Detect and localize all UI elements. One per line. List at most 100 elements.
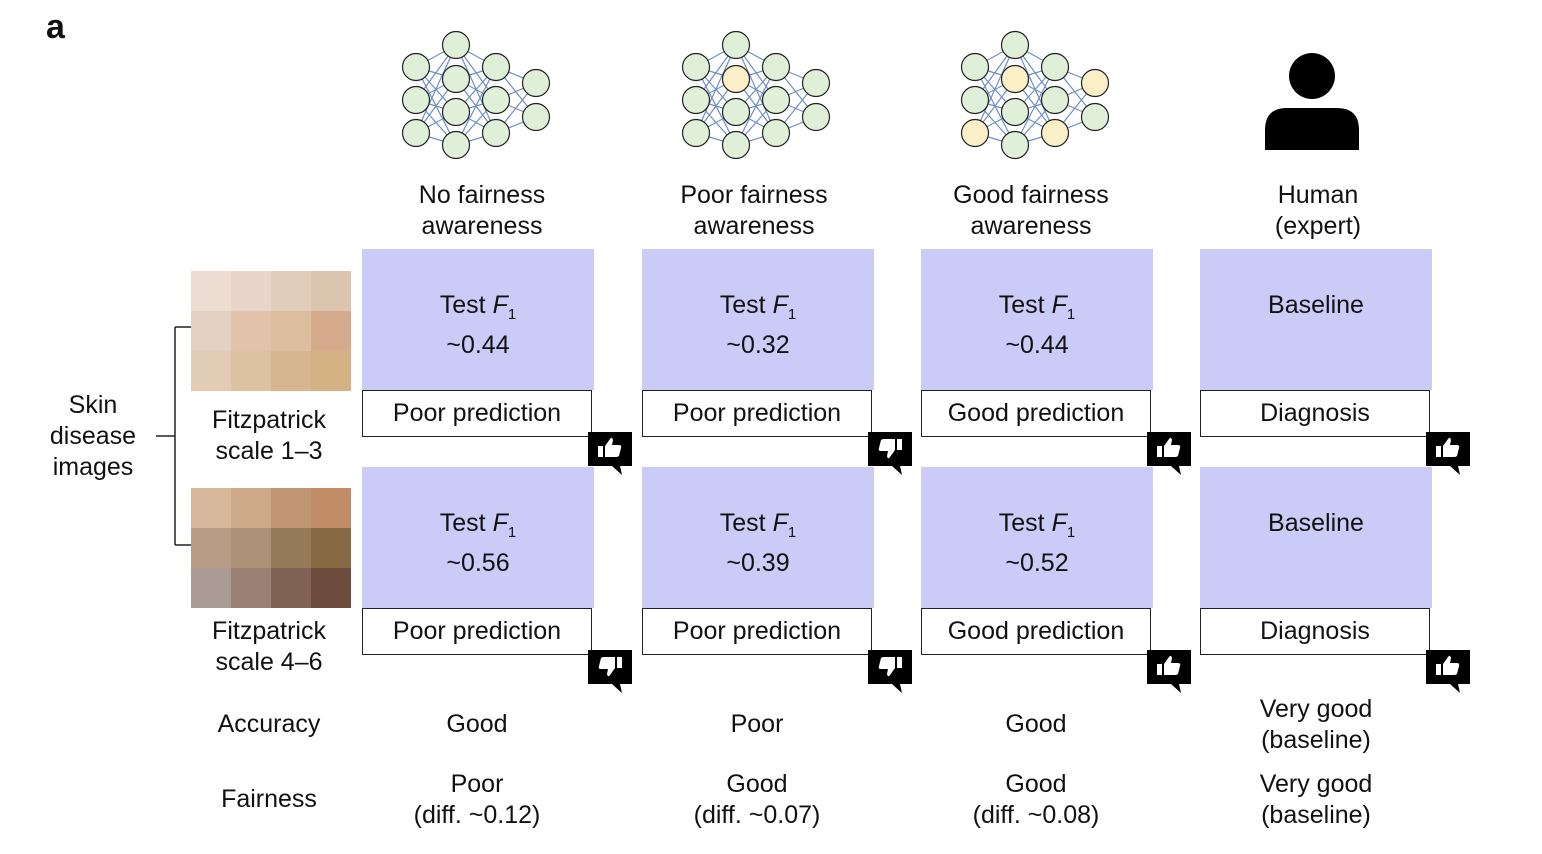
skin-tone-swatch <box>231 271 271 311</box>
metric-text: Test F1 ~0.52 <box>921 467 1153 578</box>
prediction-box: Diagnosis <box>1200 608 1430 655</box>
prediction-box: Diagnosis <box>1200 390 1430 437</box>
metric-text: Test F1 ~0.44 <box>921 249 1153 360</box>
network-node <box>1000 30 1030 60</box>
metric-value: ~0.44 <box>446 331 510 359</box>
network-edge <box>1014 66 1056 146</box>
thumbs-up-icon <box>1145 648 1193 694</box>
row-label-fitzpatrick-4-6: Fitzpatrick scale 4–6 <box>212 617 326 676</box>
metric-symbol: F <box>492 291 508 319</box>
skin-tone-swatch <box>191 568 231 608</box>
prediction-box: Poor prediction <box>362 608 592 655</box>
network-node <box>441 64 471 94</box>
metric-box: Test F1 ~0.56 <box>362 467 594 608</box>
network-node <box>401 52 431 82</box>
metric-label: Test F1 <box>998 509 1076 541</box>
metric-subscript: 1 <box>787 524 797 541</box>
skin-tone-swatch <box>191 351 231 391</box>
accuracy-value: Good <box>446 710 508 738</box>
row-label-fitzpatrick-1-3: Fitzpatrick scale 1–3 <box>212 406 326 465</box>
skin-tone-swatch <box>311 528 351 568</box>
metric-subscript: 1 <box>507 524 517 541</box>
skin-tone-swatch <box>191 528 231 568</box>
skin-tone-swatch <box>311 271 351 311</box>
metric-label: Test F1 <box>719 509 797 541</box>
network-node <box>1040 118 1070 148</box>
network-node <box>1080 102 1110 132</box>
skin-tone-swatch <box>191 311 231 351</box>
network-edge <box>415 44 457 134</box>
metric-box: Baseline <box>1200 249 1432 390</box>
network-edge <box>735 66 777 146</box>
metric-label: Baseline <box>1268 509 1364 537</box>
skin-tone-swatch <box>311 311 351 351</box>
person-icon <box>1265 53 1359 150</box>
metric-box: Baseline <box>1200 467 1432 608</box>
metric-box: Test F1 ~0.44 <box>921 249 1153 390</box>
metric-symbol: F <box>1051 509 1067 537</box>
skin-tone-swatch <box>311 568 351 608</box>
column-title: No fairness awareness <box>418 181 546 240</box>
network-node <box>721 97 751 127</box>
network-node <box>1000 97 1030 127</box>
network-node <box>441 30 471 60</box>
network-edge <box>695 44 737 134</box>
network-node <box>721 30 751 60</box>
metric-subscript: 1 <box>507 306 517 323</box>
skin-tone-swatch <box>271 351 311 391</box>
prediction-box: Poor prediction <box>642 390 872 437</box>
thumbs-down-icon <box>586 648 634 694</box>
network-edge <box>455 66 497 146</box>
skin-tone-swatch <box>311 351 351 391</box>
metric-value: ~0.52 <box>1005 549 1069 577</box>
skin-tone-swatch <box>271 271 311 311</box>
skin-tone-swatch <box>271 311 311 351</box>
network-node <box>481 52 511 82</box>
thumbs-up-icon <box>1424 430 1472 476</box>
metric-box: Test F1 ~0.32 <box>642 249 874 390</box>
metric-value: ~0.56 <box>446 549 510 577</box>
metric-text: Baseline <box>1200 249 1432 320</box>
network-node <box>960 85 990 115</box>
prediction-box: Good prediction <box>921 608 1151 655</box>
metric-box: Test F1 ~0.44 <box>362 249 594 390</box>
metric-text: Test F1 ~0.56 <box>362 467 594 578</box>
prediction-box: Poor prediction <box>362 390 592 437</box>
accuracy-value: Very good (baseline) <box>1259 695 1373 754</box>
skin-tone-swatch <box>271 528 311 568</box>
network-node <box>960 52 990 82</box>
metric-subscript: 1 <box>1066 524 1076 541</box>
network-node <box>1000 64 1030 94</box>
fairness-value: Good (diff. ~0.07) <box>693 770 821 829</box>
metric-symbol: F <box>772 509 788 537</box>
panel-label: a <box>46 8 65 46</box>
network-node <box>521 68 551 98</box>
skin-tone-swatch <box>191 271 231 311</box>
network-node <box>801 102 831 132</box>
skin-tone-swatch <box>231 528 271 568</box>
network-node <box>1000 130 1030 160</box>
metric-label: Test F1 <box>439 291 517 323</box>
skin-disease-images-label: Skin disease images <box>49 391 137 481</box>
metric-label: Baseline <box>1268 291 1364 319</box>
network-node <box>761 118 791 148</box>
network-node <box>960 118 990 148</box>
metric-symbol: F <box>492 509 508 537</box>
skin-tone-swatch <box>231 568 271 608</box>
column-title: Poor fairness awareness <box>680 181 828 240</box>
accuracy-value: Poor <box>730 710 784 738</box>
metric-text: Test F1 ~0.39 <box>642 467 874 578</box>
network-node <box>721 130 751 160</box>
skin-tone-swatch <box>231 351 271 391</box>
metric-box: Test F1 ~0.39 <box>642 467 874 608</box>
column-title: Good fairness awareness <box>953 181 1109 240</box>
network-node <box>761 52 791 82</box>
network-node <box>401 85 431 115</box>
metric-symbol: F <box>772 291 788 319</box>
skin-tone-swatch <box>271 568 311 608</box>
neural-network-icon <box>401 30 551 160</box>
prediction-box: Good prediction <box>921 390 1151 437</box>
network-edge <box>974 44 1016 134</box>
network-node <box>1080 68 1110 98</box>
network-node <box>1040 85 1070 115</box>
